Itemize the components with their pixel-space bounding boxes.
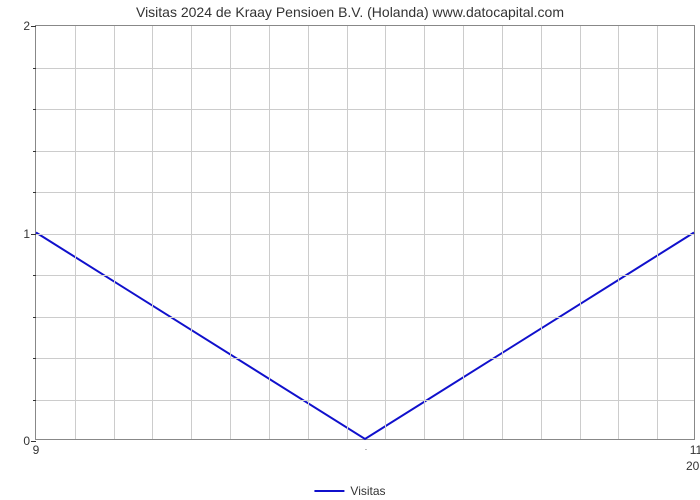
- y-tick-mark: [31, 234, 36, 235]
- y-tick-mark-minor: [33, 358, 36, 359]
- gridline-vertical: [75, 26, 76, 439]
- x-tick-label: 9: [33, 443, 40, 457]
- gridline-horizontal-minor: [36, 400, 694, 401]
- gridline-horizontal-minor: [36, 358, 694, 359]
- plot-area: 012911202.: [35, 25, 695, 440]
- legend-label: Visitas: [350, 484, 385, 498]
- y-tick-label: 1: [23, 227, 30, 241]
- gridline-vertical: [618, 26, 619, 439]
- x-tick-label: 11: [690, 443, 700, 457]
- gridline-horizontal-minor: [36, 151, 694, 152]
- y-tick-mark-minor: [33, 109, 36, 110]
- gridline-horizontal-minor: [36, 317, 694, 318]
- x-sub-label: 202: [686, 459, 700, 473]
- chart-title: Visitas 2024 de Kraay Pensioen B.V. (Hol…: [0, 4, 700, 20]
- gridline-vertical: [230, 26, 231, 439]
- y-tick-mark-minor: [33, 68, 36, 69]
- y-tick-label: 2: [23, 19, 30, 33]
- legend: Visitas: [314, 484, 385, 498]
- y-tick-mark-minor: [33, 151, 36, 152]
- gridline-vertical: [541, 26, 542, 439]
- legend-swatch: [314, 490, 344, 492]
- gridline-vertical: [580, 26, 581, 439]
- gridline-horizontal-minor: [36, 68, 694, 69]
- gridline-vertical: [308, 26, 309, 439]
- gridline-vertical: [269, 26, 270, 439]
- gridline-horizontal-minor: [36, 109, 694, 110]
- gridline-vertical: [114, 26, 115, 439]
- gridline-horizontal: [36, 234, 694, 235]
- x-tick-center: .: [365, 443, 367, 452]
- y-tick-mark: [31, 26, 36, 27]
- gridline-vertical: [347, 26, 348, 439]
- y-tick-mark-minor: [33, 400, 36, 401]
- gridline-vertical: [463, 26, 464, 439]
- data-line: [36, 26, 694, 439]
- gridline-vertical: [657, 26, 658, 439]
- gridline-vertical: [385, 26, 386, 439]
- gridline-vertical: [191, 26, 192, 439]
- y-tick-label: 0: [23, 434, 30, 448]
- gridline-vertical: [152, 26, 153, 439]
- y-tick-mark-minor: [33, 275, 36, 276]
- gridline-horizontal-minor: [36, 192, 694, 193]
- gridline-vertical: [424, 26, 425, 439]
- line-chart: Visitas 2024 de Kraay Pensioen B.V. (Hol…: [0, 0, 700, 500]
- gridline-vertical: [502, 26, 503, 439]
- y-tick-mark-minor: [33, 192, 36, 193]
- y-tick-mark: [31, 441, 36, 442]
- gridline-horizontal-minor: [36, 275, 694, 276]
- y-tick-mark-minor: [33, 317, 36, 318]
